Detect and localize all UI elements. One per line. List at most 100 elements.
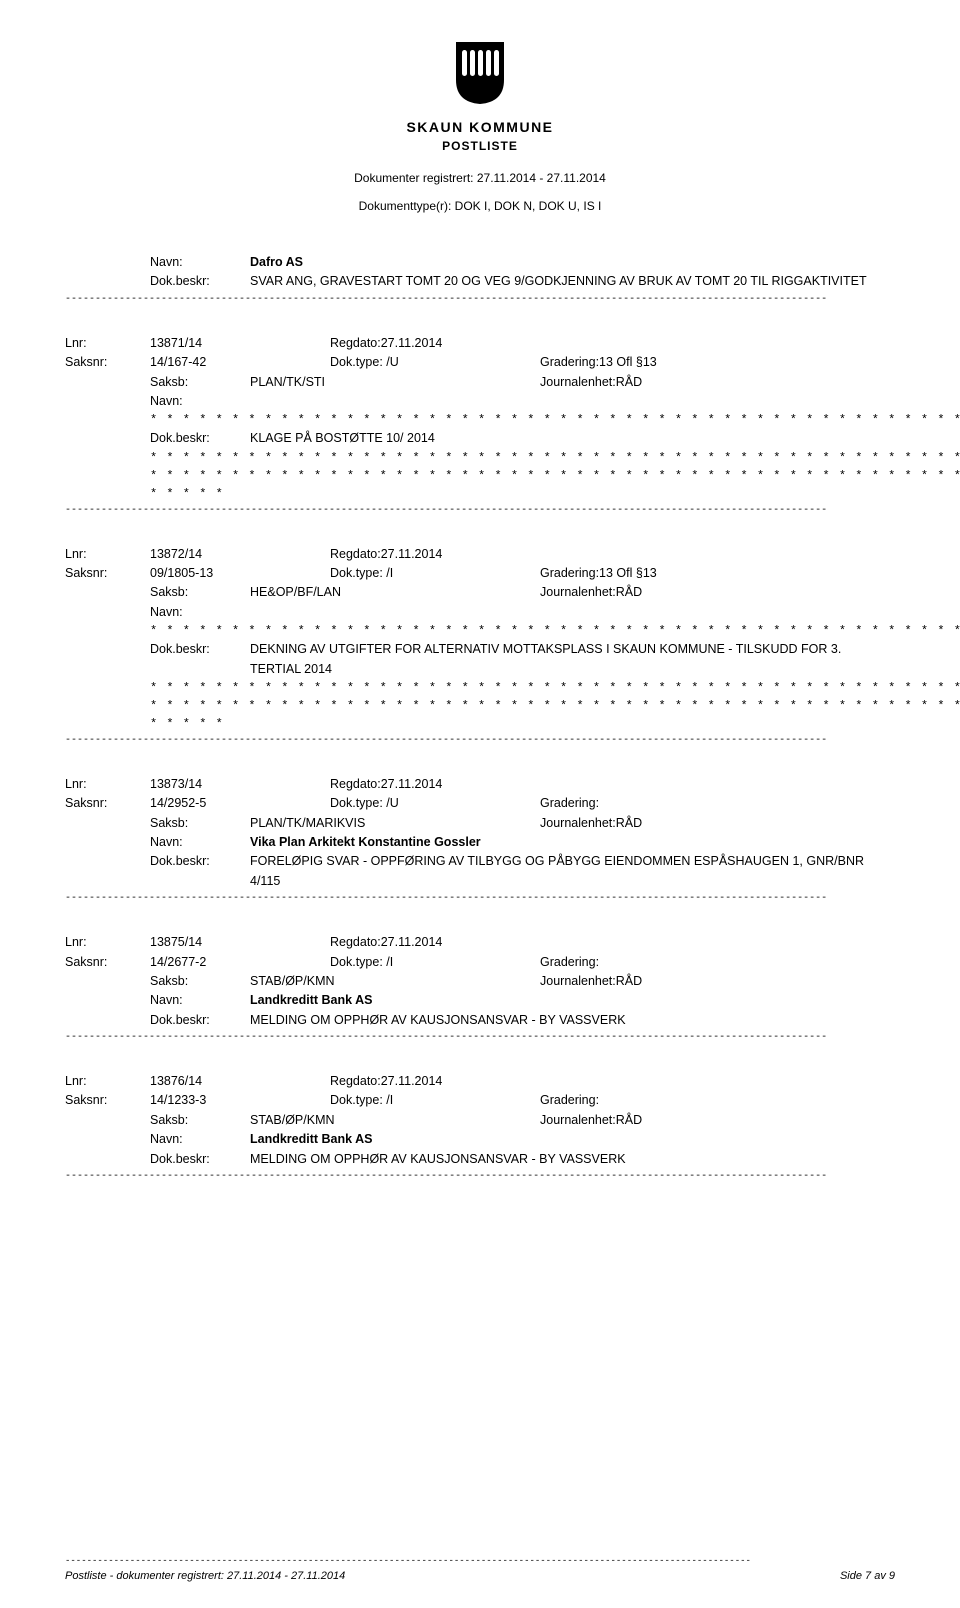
logo-container xyxy=(65,40,895,111)
beskr-value: FORELØPIG SVAR - OPPFØRING AV TILBYGG OG… xyxy=(250,852,870,891)
field-label: Saksnr: xyxy=(65,953,150,972)
beskr-row: Dok.beskr:MELDING OM OPPHØR AV KAUSJONSA… xyxy=(150,1150,895,1169)
entry-indent-block: Saksb:STAB/ØP/KMNJournalenhet:RÅDNavn:La… xyxy=(65,1111,895,1169)
navn-row: Navn:Vika Plan Arkitekt Konstantine Goss… xyxy=(150,833,895,852)
journal-value: Journalenhet:RÅD xyxy=(540,974,642,988)
field-label: Navn: xyxy=(150,392,250,411)
beskr-value: MELDING OM OPPHØR AV KAUSJONSANSVAR - BY… xyxy=(250,1011,870,1030)
field-label: Saksb: xyxy=(150,1111,250,1130)
entry-separator: ----------------------------------------… xyxy=(65,294,895,308)
document-entry: Lnr:13875/14Regdato:27.11.2014Saksnr:14/… xyxy=(65,933,895,1030)
saksb-value: PLAN/TK/STI xyxy=(250,373,540,392)
lnr-value: 13873/14 xyxy=(150,775,330,794)
entry-indent-block: Saksb:STAB/ØP/KMNJournalenhet:RÅDNavn:La… xyxy=(65,972,895,1030)
footer-right: Side 7 av 9 xyxy=(840,1570,895,1582)
beskr-value: KLAGE PÅ BOSTØTTE 10/ 2014 xyxy=(250,429,870,448)
lnr-row: Lnr:13875/14Regdato:27.11.2014 xyxy=(65,933,895,952)
doktype-value: Dok.type: /I xyxy=(330,564,540,583)
lnr-row: Lnr:13876/14Regdato:27.11.2014 xyxy=(65,1072,895,1091)
field-label: Dok.beskr: xyxy=(150,1011,250,1030)
field-label: Saksnr: xyxy=(65,1091,150,1110)
shield-icon xyxy=(452,40,508,106)
regdato-value: Regdato:27.11.2014 xyxy=(330,336,442,350)
regdato-value: Regdato:27.11.2014 xyxy=(330,777,442,791)
saksnr-value: 14/2952-5 xyxy=(150,794,330,813)
document-entry: Lnr:13873/14Regdato:27.11.2014Saksnr:14/… xyxy=(65,775,895,891)
doktype-value: Dok.type: /I xyxy=(330,953,540,972)
meta-doctypes: Dokumenttype(r): DOK I, DOK N, DOK U, IS… xyxy=(65,199,895,213)
field-label: Lnr: xyxy=(65,545,150,564)
gradering-value: Gradering: xyxy=(540,796,599,810)
field-label: Saksnr: xyxy=(65,794,150,813)
redacted-line: * * * * * * * * * * * * * * * * * * * * … xyxy=(150,467,895,485)
saksb-value: STAB/ØP/KMN xyxy=(250,972,540,991)
saksnr-value: 09/1805-13 xyxy=(150,564,330,583)
entry-separator: ----------------------------------------… xyxy=(65,893,895,907)
entry-indent-block: Saksb:HE&OP/BF/LANJournalenhet:RÅDNavn:*… xyxy=(65,583,895,733)
navn-value: Landkreditt Bank AS xyxy=(250,1132,372,1146)
document-entry: Navn:Dafro ASDok.beskr:SVAR ANG, GRAVEST… xyxy=(65,253,895,292)
entry-separator: ----------------------------------------… xyxy=(65,1171,895,1185)
field-label: Saksb: xyxy=(150,814,250,833)
beskr-row: Dok.beskr:DEKNING AV UTGIFTER FOR ALTERN… xyxy=(150,640,895,679)
redacted-line: * * * * * * * * * * * * * * * * * * * * … xyxy=(150,679,895,697)
field-label: Dok.beskr: xyxy=(150,1150,250,1169)
beskr-row: Dok.beskr:MELDING OM OPPHØR AV KAUSJONSA… xyxy=(150,1011,895,1030)
field-label: Saksb: xyxy=(150,583,250,602)
field-label: Dok.beskr: xyxy=(150,272,250,291)
entry-field-row: Dok.beskr:SVAR ANG, GRAVESTART TOMT 20 O… xyxy=(150,272,895,291)
gradering-value: Gradering: xyxy=(540,1093,599,1107)
doktype-value: Dok.type: /I xyxy=(330,1091,540,1110)
page-subtitle: POSTLISTE xyxy=(65,139,895,153)
lnr-row: Lnr:13873/14Regdato:27.11.2014 xyxy=(65,775,895,794)
saksnr-value: 14/167-42 xyxy=(150,353,330,372)
navn-value: Vika Plan Arkitekt Konstantine Gossler xyxy=(250,835,481,849)
beskr-row: Dok.beskr:KLAGE PÅ BOSTØTTE 10/ 2014 xyxy=(150,429,895,448)
journal-value: Journalenhet:RÅD xyxy=(540,1113,642,1127)
beskr-row: Dok.beskr:FORELØPIG SVAR - OPPFØRING AV … xyxy=(150,852,895,891)
journal-value: Journalenhet:RÅD xyxy=(540,585,642,599)
field-label: Dok.beskr: xyxy=(150,640,250,659)
saksnr-value: 14/2677-2 xyxy=(150,953,330,972)
saksnr-row: Saksnr:14/2952-5Dok.type: /UGradering: xyxy=(65,794,895,813)
saksb-row: Saksb:PLAN/TK/STIJournalenhet:RÅD xyxy=(150,373,895,392)
redacted-line: * * * * * xyxy=(150,485,895,503)
lnr-row: Lnr:13871/14Regdato:27.11.2014 xyxy=(65,334,895,353)
beskr-value: MELDING OM OPPHØR AV KAUSJONSANSVAR - BY… xyxy=(250,1150,870,1169)
lnr-value: 13872/14 xyxy=(150,545,330,564)
footer-separator: ----------------------------------------… xyxy=(65,1556,895,1568)
regdato-value: Regdato:27.11.2014 xyxy=(330,547,442,561)
field-label: Navn: xyxy=(150,603,250,622)
redacted-line: * * * * * * * * * * * * * * * * * * * * … xyxy=(150,622,895,640)
entry-field-row: Navn:Dafro AS xyxy=(150,253,895,272)
saksb-row: Saksb:STAB/ØP/KMNJournalenhet:RÅD xyxy=(150,1111,895,1130)
doktype-value: Dok.type: /U xyxy=(330,353,540,372)
lnr-value: 13875/14 xyxy=(150,933,330,952)
saksb-value: PLAN/TK/MARIKVIS xyxy=(250,814,540,833)
field-label: Lnr: xyxy=(65,933,150,952)
field-label: Lnr: xyxy=(65,1072,150,1091)
saksb-value: STAB/ØP/KMN xyxy=(250,1111,540,1130)
field-label: Navn: xyxy=(150,253,250,272)
org-name: SKAUN KOMMUNE xyxy=(65,119,895,135)
saksb-row: Saksb:PLAN/TK/MARIKVISJournalenhet:RÅD xyxy=(150,814,895,833)
field-label: Dok.beskr: xyxy=(150,429,250,448)
gradering-value: Gradering:13 Ofl §13 xyxy=(540,566,657,580)
entry-indent-block: Saksb:PLAN/TK/MARIKVISJournalenhet:RÅDNa… xyxy=(65,814,895,892)
field-label: Navn: xyxy=(150,1130,250,1149)
lnr-value: 13876/14 xyxy=(150,1072,330,1091)
saksnr-row: Saksnr:14/167-42Dok.type: /UGradering:13… xyxy=(65,353,895,372)
regdato-value: Regdato:27.11.2014 xyxy=(330,1074,442,1088)
lnr-row: Lnr:13872/14Regdato:27.11.2014 xyxy=(65,545,895,564)
field-value: SVAR ANG, GRAVESTART TOMT 20 OG VEG 9/GO… xyxy=(250,272,870,291)
field-label: Dok.beskr: xyxy=(150,852,250,871)
redacted-line: * * * * * * * * * * * * * * * * * * * * … xyxy=(150,697,895,715)
redacted-line: * * * * * * * * * * * * * * * * * * * * … xyxy=(150,411,895,429)
entry-indent-block: Saksb:PLAN/TK/STIJournalenhet:RÅDNavn:* … xyxy=(65,373,895,503)
regdato-value: Regdato:27.11.2014 xyxy=(330,935,442,949)
document-entry: Lnr:13872/14Regdato:27.11.2014Saksnr:09/… xyxy=(65,545,895,733)
saksnr-value: 14/1233-3 xyxy=(150,1091,330,1110)
saksb-row: Saksb:HE&OP/BF/LANJournalenhet:RÅD xyxy=(150,583,895,602)
field-label: Saksnr: xyxy=(65,353,150,372)
redacted-line: * * * * * * * * * * * * * * * * * * * * … xyxy=(150,449,895,467)
